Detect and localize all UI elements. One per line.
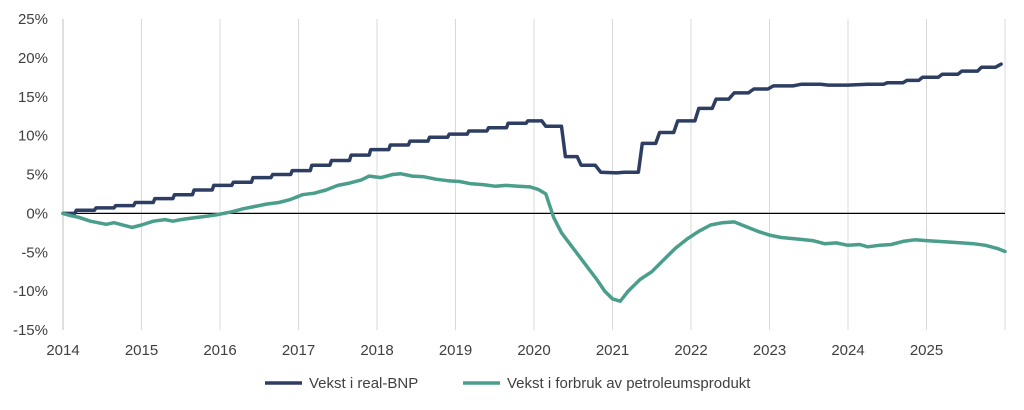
- x-tick-label: 2015: [125, 342, 158, 359]
- y-tick-label: -15%: [13, 322, 48, 339]
- x-tick-label: 2025: [910, 342, 943, 359]
- x-tick-label: 2024: [831, 342, 864, 359]
- x-tick-label: 2023: [753, 342, 786, 359]
- grid-lines: [141, 19, 1006, 330]
- x-tick-label: 2021: [596, 342, 629, 359]
- y-tick-label: 25%: [18, 11, 48, 28]
- y-tick-label: 5%: [26, 167, 48, 184]
- x-tick-label: 2016: [203, 342, 236, 359]
- y-tick-label: 15%: [18, 89, 48, 106]
- x-tick-label: 2014: [46, 342, 79, 359]
- series-lines: [61, 62, 1007, 303]
- x-tick-label: 2019: [439, 342, 472, 359]
- y-tick-label: 0%: [26, 205, 48, 222]
- tick-labels: 25% 20% 15% 10% 5% 0% -5% -10% -15% 2014 2015 2016 2…: [13, 11, 943, 359]
- x-tick-label: 2022: [674, 342, 707, 359]
- legend-label: Vekst i forbruk av petroleumsprodukt: [507, 375, 751, 392]
- x-tick-label: 2020: [517, 342, 550, 359]
- x-tick-label: 2017: [282, 342, 315, 359]
- legend: Vekst i real-BNP Vekst i forbruk av petro…: [265, 375, 751, 392]
- y-tick-label: 10%: [18, 128, 48, 145]
- series-line-petroleum: [61, 171, 1007, 303]
- y-tick-label: 20%: [18, 50, 48, 67]
- legend-label: Vekst i real-BNP: [309, 375, 418, 392]
- series-line-real-bnp: [61, 62, 1003, 216]
- y-tick-label: -10%: [13, 283, 48, 300]
- x-tick-label: 2018: [360, 342, 393, 359]
- y-tick-label: -5%: [21, 244, 48, 261]
